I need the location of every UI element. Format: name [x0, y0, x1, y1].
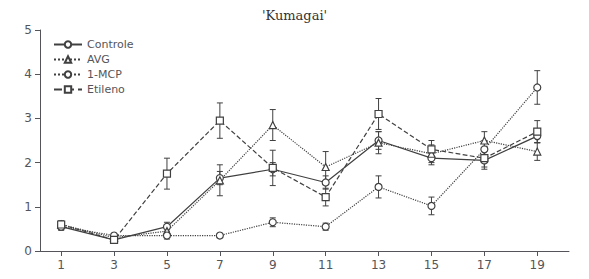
svg-text:9: 9	[269, 258, 277, 272]
svg-text:Controle: Controle	[87, 38, 134, 51]
svg-text:'Kumagai': 'Kumagai'	[262, 8, 327, 23]
svg-text:5: 5	[24, 23, 32, 37]
svg-text:1-MCP: 1-MCP	[87, 68, 122, 81]
svg-text:4: 4	[24, 67, 32, 81]
svg-text:1: 1	[24, 200, 32, 214]
svg-text:0: 0	[24, 244, 32, 258]
svg-text:AVG: AVG	[87, 53, 110, 66]
svg-text:7: 7	[216, 258, 224, 272]
svg-text:15: 15	[424, 258, 439, 272]
svg-text:11: 11	[318, 258, 333, 272]
svg-text:Etileno: Etileno	[87, 83, 125, 96]
svg-text:3: 3	[24, 111, 32, 125]
svg-text:13: 13	[371, 258, 386, 272]
svg-text:19: 19	[530, 258, 545, 272]
svg-text:5: 5	[163, 258, 171, 272]
svg-text:17: 17	[477, 258, 492, 272]
svg-text:1: 1	[57, 258, 65, 272]
svg-text:2: 2	[24, 156, 32, 170]
svg-text:3: 3	[110, 258, 118, 272]
